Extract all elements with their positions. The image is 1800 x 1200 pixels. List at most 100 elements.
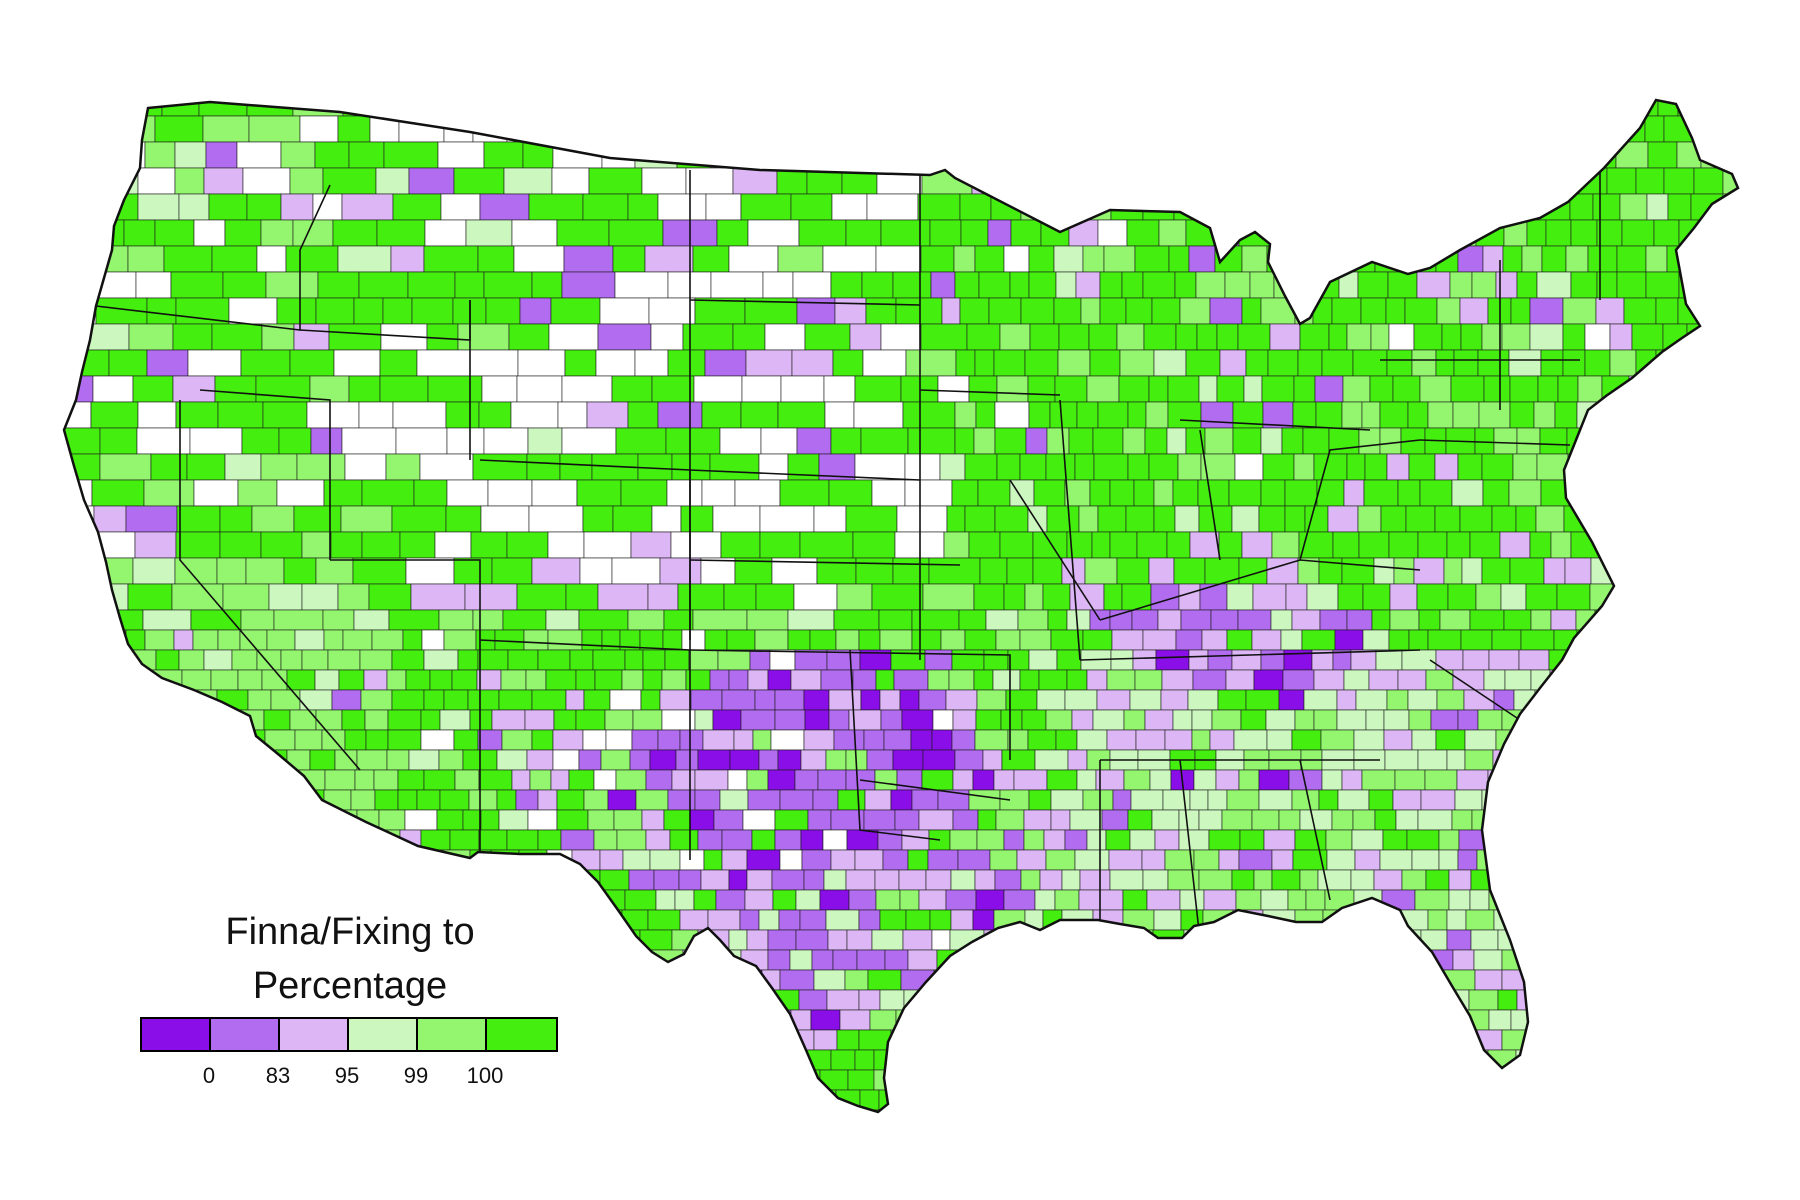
county-cell-20: [920, 100, 969, 117]
county-cell-2547: [1159, 1049, 1189, 1071]
county-cell-2657: [623, 1089, 652, 1111]
county-cell-1993: [655, 889, 676, 911]
county-cell-1221: [1231, 649, 1262, 671]
county-cell-2679: [1203, 1089, 1234, 1111]
county-cell-826: [1228, 479, 1262, 507]
county-cell-1154: [1142, 629, 1177, 651]
county-cell-1312: [112, 689, 148, 711]
county-cell-702: [796, 427, 832, 455]
county-cell-494: [920, 323, 968, 351]
county-cell-2371: [1754, 990, 1780, 1010]
county-cell-2538: [905, 1049, 936, 1071]
county-cell-81: [1151, 115, 1183, 143]
county-cell-1230: [1462, 649, 1490, 671]
county-cell-2479: [1112, 1029, 1138, 1051]
county-cell-2430: [1539, 1009, 1569, 1031]
county-cell-1106: [1642, 609, 1671, 631]
county-cell-535: [416, 349, 471, 377]
county-cell-1643: [156, 789, 185, 811]
county-cell-1417: [1191, 709, 1213, 731]
county-cell-750: [472, 453, 528, 481]
county-cell-563: [1386, 349, 1413, 377]
county-cell-311: [64, 245, 83, 273]
county-cell-2530: [697, 1049, 724, 1071]
county-cell-2669: [940, 1089, 962, 1111]
county-cell-324: [612, 245, 646, 273]
county-cell-2259: [542, 969, 576, 991]
county-cell-2161: [1470, 929, 1499, 951]
county-cell-526: [64, 349, 80, 377]
county-cell-1744: [1101, 809, 1129, 831]
county-cell-308: [1712, 219, 1738, 247]
county-cell-263: [224, 219, 262, 247]
county-cell-1832: [1659, 829, 1680, 851]
county-cell-1579: [243, 769, 263, 791]
county-cell-97: [1592, 115, 1617, 143]
county-cell-1718: [404, 809, 438, 831]
county-cell-1570: [1741, 750, 1760, 770]
county-cell-1502: [1669, 729, 1701, 751]
county-cell-1112: [72, 629, 101, 651]
county-cell-1995: [693, 889, 717, 911]
county-cell-523: [1686, 323, 1716, 351]
county-cell-2638: [124, 1089, 149, 1111]
county-cell-1645: [217, 789, 237, 811]
county-cell-2340: [942, 989, 972, 1011]
county-cell-1927: [678, 869, 702, 891]
county-cell-1234: [1567, 649, 1589, 671]
county-cell-89: [1381, 115, 1409, 143]
county-cell-2018: [1287, 889, 1307, 911]
county-cell-1101: [1530, 609, 1552, 631]
county-cell-1541: [954, 749, 984, 771]
county-cell-857: [582, 505, 614, 533]
county-cell-943: [1570, 531, 1601, 559]
county-cell-682: [1685, 401, 1717, 429]
county-cell-2103: [1698, 909, 1726, 931]
county-cell-1449: [294, 729, 323, 751]
county-cell-331: [920, 245, 955, 273]
county-cell-1544: [1034, 749, 1069, 771]
county-cell-1276: [875, 669, 895, 691]
county-cell-915: [720, 531, 761, 559]
county-cell-1398: [712, 709, 742, 731]
county-cell-836: [1508, 479, 1542, 507]
county-cell-2531: [722, 1049, 758, 1071]
county-cell-576: [1701, 349, 1723, 377]
county-cell-2217: [1193, 949, 1216, 971]
county-cell-2102: [1665, 909, 1700, 931]
county-cell-1164: [1408, 629, 1429, 651]
county-cell-1494: [1464, 729, 1497, 751]
county-cell-1725: [587, 809, 615, 831]
county-cell-2461: [632, 1029, 663, 1051]
county-cell-2195: [625, 949, 653, 971]
county-cell-1711: [211, 809, 237, 831]
county-cell-2563: [1565, 1049, 1598, 1071]
county-cell-2274: [962, 969, 983, 991]
county-cell-1720: [462, 809, 482, 831]
county-cell-1311: [82, 689, 114, 711]
county-cell-634: [175, 401, 219, 429]
county-cell-1623: [1341, 769, 1363, 791]
county-cell-2434: [1646, 1009, 1673, 1031]
county-cell-643: [557, 401, 588, 429]
county-cell-844: [1739, 480, 1764, 506]
county-cell-1617: [1193, 769, 1217, 791]
county-cell-2420: [1298, 1009, 1324, 1031]
county-cell-1140: [754, 629, 789, 651]
county-cell-875: [1174, 505, 1200, 533]
county-cell-2709: [251, 1109, 281, 1112]
county-cell-861: [712, 505, 761, 533]
county-cell-326: [692, 245, 730, 273]
county-cell-1945: [1109, 869, 1144, 891]
county-cell-428: [411, 297, 454, 325]
county-cell-1651: [374, 789, 399, 811]
county-cell-285: [1097, 219, 1128, 247]
county-cell-2753: [1418, 1109, 1443, 1112]
county-cell-1405: [901, 709, 934, 731]
county-cell-617: [1392, 375, 1421, 403]
legend-swatch-1: [142, 1019, 211, 1050]
county-cell-2090: [1345, 909, 1376, 931]
county-cell-388: [1009, 271, 1030, 299]
county-cell-776: [1313, 453, 1348, 481]
county-cell-1875: [1016, 849, 1047, 871]
